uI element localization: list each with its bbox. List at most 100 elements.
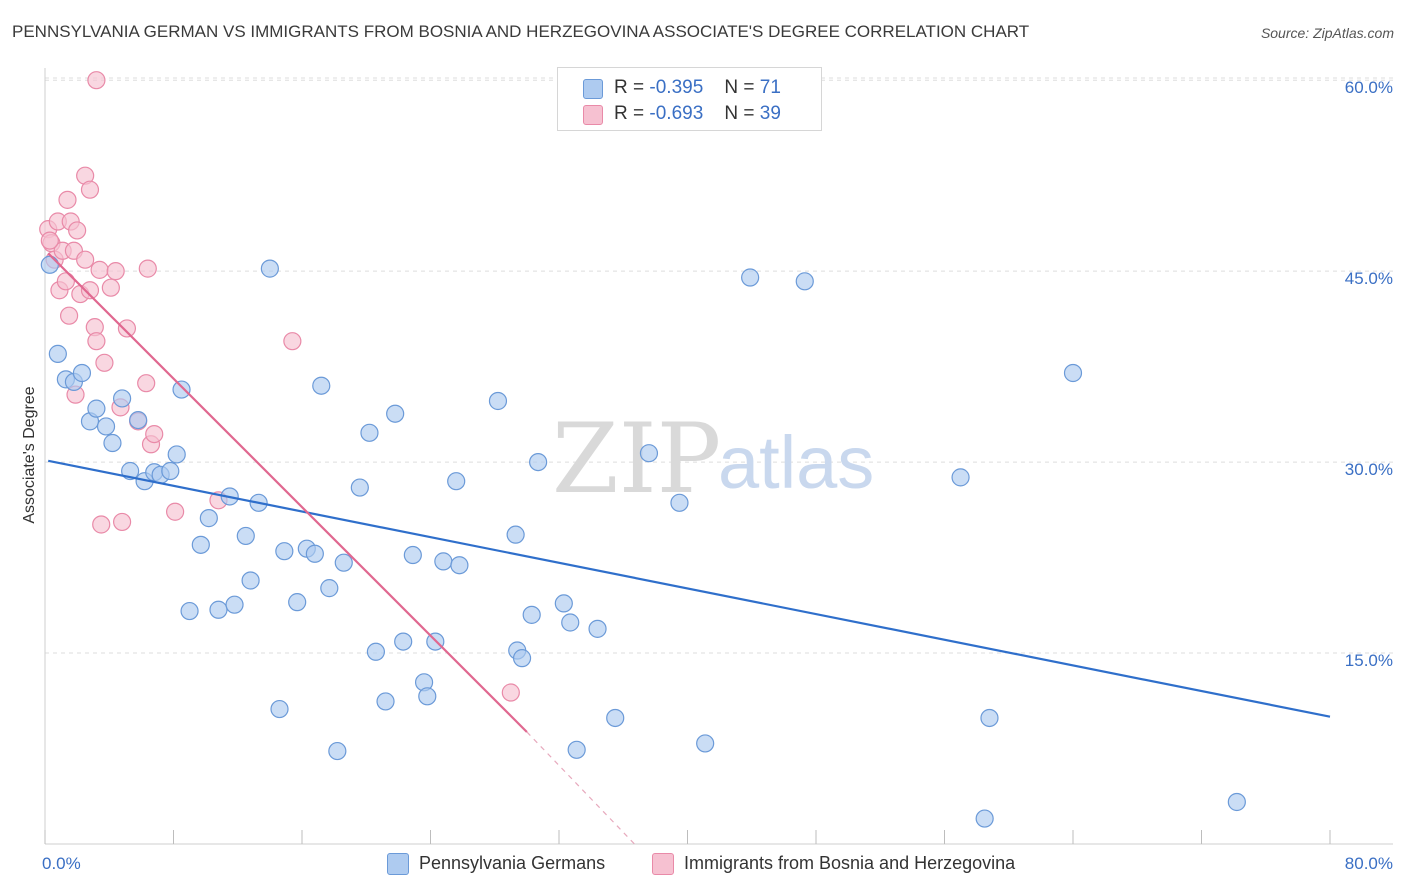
pa-german-point [161, 461, 180, 481]
y-tick-label: 45.0% [1345, 269, 1393, 288]
pa-german-point [554, 594, 573, 613]
pa-german-point [434, 552, 453, 571]
y-axis-title: Associate's Degree [21, 386, 38, 523]
bosnia-point [501, 683, 520, 702]
pa-german-point [312, 376, 331, 395]
pa-german-point [1063, 363, 1083, 383]
bosnia-point [87, 71, 106, 90]
trend-line-pa-german [47, 459, 1331, 718]
pa-german-point [350, 478, 369, 497]
r-label: R = [614, 77, 645, 98]
axes [44, 68, 1393, 845]
pa-german-point [96, 417, 116, 436]
series-bosnia-points [39, 71, 520, 702]
trend-lines [47, 252, 1331, 845]
bosnia-point [56, 272, 75, 291]
pa-german-point [366, 642, 385, 661]
bosnia-point [145, 424, 164, 444]
pa-german-point [403, 545, 422, 565]
legend-label-pa-german: Pennsylvania Germans [419, 853, 606, 873]
y-tick-label: 15.0% [1345, 651, 1393, 670]
x-tick-label-left: 0.0% [42, 854, 81, 873]
bosnia-point [117, 319, 137, 338]
legend-swatch-pink [652, 853, 674, 875]
pa-german-point [199, 509, 218, 528]
pa-german-point [334, 553, 353, 572]
n-label: N = [724, 77, 755, 98]
bosnia-point [58, 190, 77, 209]
pa-german-point [951, 468, 970, 487]
pa-german-point [87, 399, 106, 418]
pa-german-point [260, 259, 279, 278]
series-pa-german-points [40, 255, 1246, 828]
r-label: R = [614, 103, 645, 124]
bosnia-point [95, 353, 114, 372]
pa-german-point [360, 423, 379, 442]
pa-german-point [305, 544, 324, 563]
pa-german-point [567, 740, 586, 759]
pa-german-point [561, 613, 580, 632]
r-value-bosnia: -0.693 [649, 103, 704, 124]
bosnia-point [106, 262, 125, 281]
bosnia-point [80, 281, 100, 300]
pa-german-point [450, 556, 469, 575]
bosnia-point [101, 278, 120, 297]
r-value-pa-german: -0.395 [649, 77, 704, 98]
chart-title: PENNSYLVANIA GERMAN VS IMMIGRANTS FROM B… [12, 22, 1030, 41]
bosnia-point [92, 515, 111, 534]
y-tick-label: 60.0% [1345, 78, 1393, 97]
pa-german-point [191, 535, 210, 554]
pa-german-point [129, 410, 148, 430]
bosnia-point [166, 502, 185, 521]
pa-german-point [112, 389, 132, 408]
watermark: ZIP atlas [552, 403, 874, 515]
pa-german-point [167, 445, 186, 464]
pa-german-point [606, 708, 625, 728]
legend-swatch-blue [387, 853, 409, 875]
bosnia-point [90, 260, 109, 279]
bosnia-point [138, 259, 157, 278]
pa-german-point [48, 344, 67, 363]
bosnia-point [76, 250, 95, 269]
bosnia-point [112, 512, 132, 532]
pa-german-point [975, 809, 994, 828]
legend-swatch-pink [583, 105, 603, 125]
y-tick-label: 30.0% [1345, 460, 1393, 479]
legend-label-bosnia: Immigrants from Bosnia and Herzegovina [684, 853, 1016, 873]
pa-german-point [236, 526, 255, 546]
pa-german-point [639, 444, 659, 463]
n-value-pa-german: 71 [759, 77, 781, 98]
source-credit: Source: ZipAtlas.com [1260, 25, 1394, 41]
bosnia-point [80, 180, 100, 199]
bosnia-point [59, 306, 79, 325]
pa-german-point [288, 593, 307, 612]
trend-line-bosnia [47, 252, 528, 733]
pa-german-point [447, 472, 466, 491]
pa-german-point [209, 600, 228, 619]
pa-german-point [980, 708, 999, 728]
correlation-legend: R = -0.395 N = 71 R = -0.693 N = 39 [557, 67, 822, 131]
watermark-zip: ZIP [552, 403, 721, 515]
bosnia-point [40, 231, 59, 250]
pa-german-point [241, 571, 260, 590]
gridlines [45, 77, 1393, 654]
bosnia-point [87, 332, 106, 351]
pa-german-point [376, 692, 395, 711]
pa-german-point [488, 391, 508, 411]
pa-german-point [180, 601, 199, 621]
pa-german-point [225, 595, 244, 614]
bosnia-point [283, 332, 302, 351]
x-tick-label-right: 80.0% [1345, 854, 1393, 873]
watermark-atlas: atlas [718, 421, 874, 504]
pa-german-point [320, 579, 339, 598]
pa-german-point [275, 542, 294, 561]
pa-german-point [270, 699, 289, 719]
pa-german-point [103, 433, 122, 453]
pa-german-point [1227, 792, 1246, 812]
pa-german-point [512, 649, 532, 668]
bosnia-point [68, 221, 87, 240]
legend-swatch-blue [583, 79, 603, 99]
pa-german-point [172, 380, 191, 399]
pa-german-point [529, 453, 548, 472]
